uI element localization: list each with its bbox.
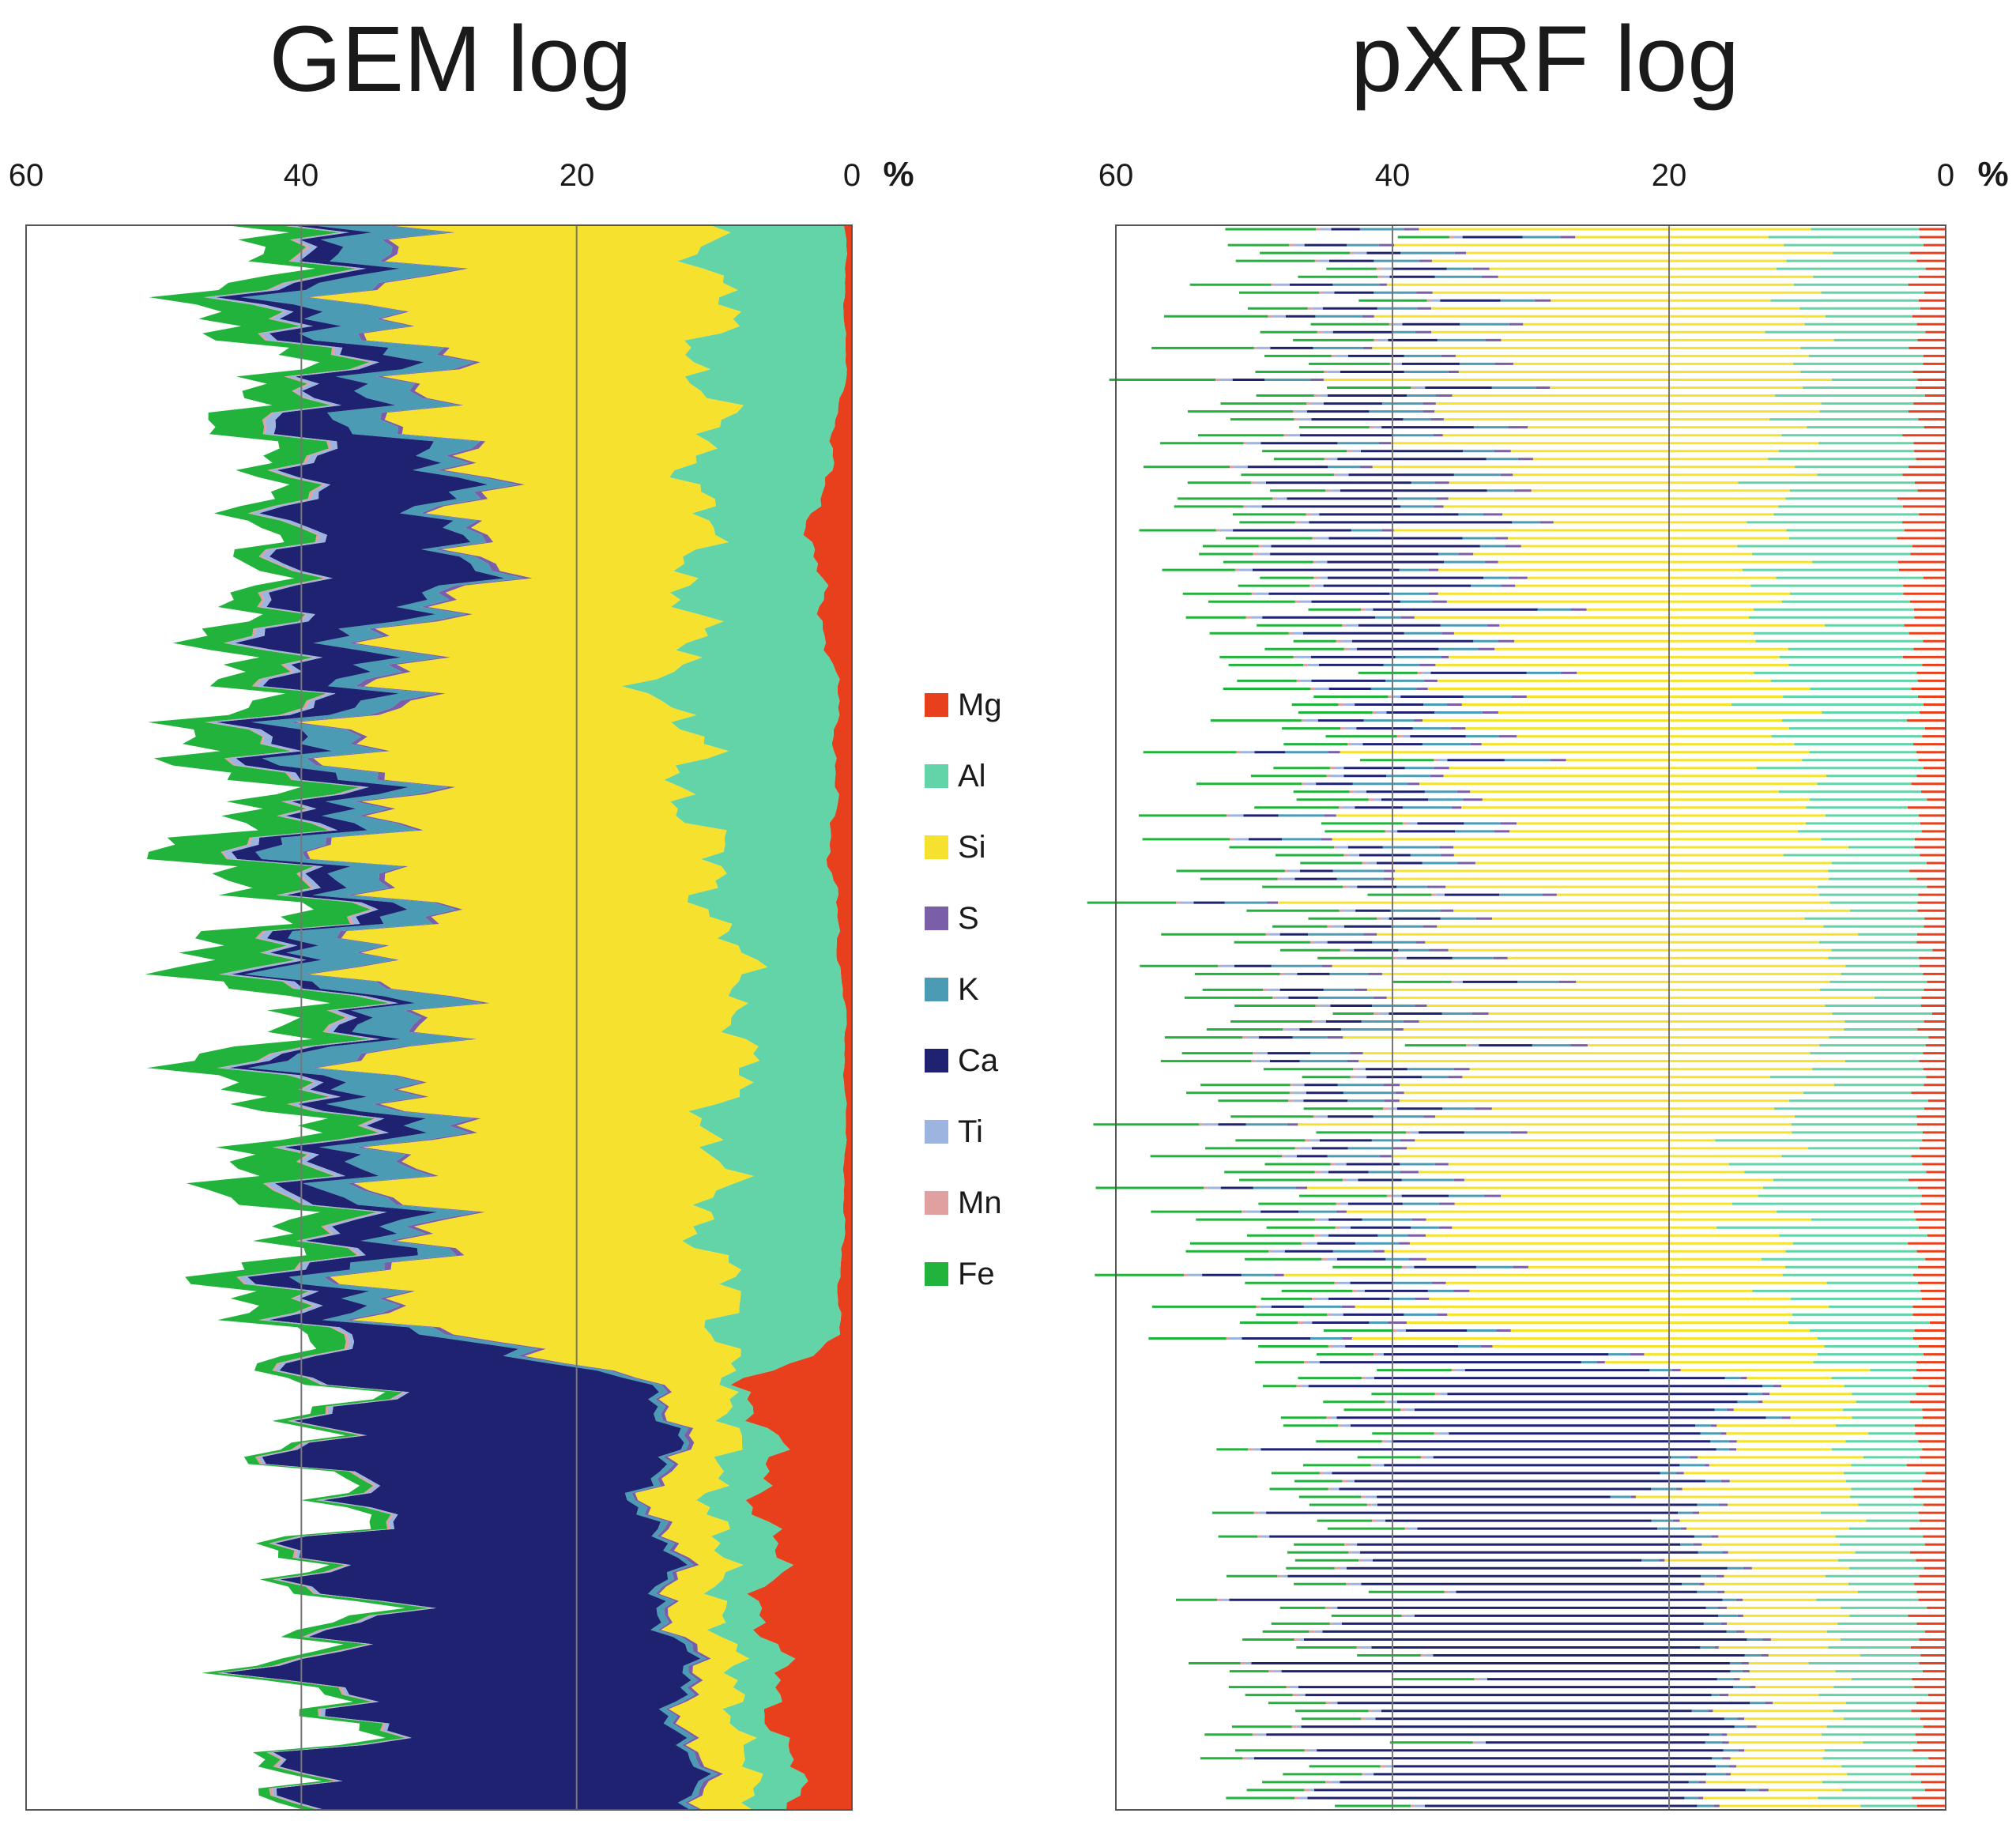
right-tick-label: 0 xyxy=(1937,158,1954,193)
legend-swatch-k xyxy=(925,978,948,1001)
left-tick-label: 0 xyxy=(843,158,861,193)
left-tick-label: 20 xyxy=(560,158,595,193)
legend-swatch-al xyxy=(925,764,948,788)
legend-label-k: K xyxy=(958,972,979,1007)
series-area-fe xyxy=(145,225,429,1810)
plot-border xyxy=(1115,224,1946,1811)
legend-label-s: S xyxy=(958,901,979,936)
right-chart-title: pXRF log xyxy=(1351,7,1739,111)
legend-swatch-mn xyxy=(925,1191,948,1215)
legend-swatch-ti xyxy=(925,1120,948,1144)
right-tick-label: 20 xyxy=(1652,158,1687,193)
legend-label-mn: Mn xyxy=(958,1186,1002,1220)
left-unit-label: % xyxy=(883,155,914,194)
gem-log-plot xyxy=(25,224,853,1811)
left-tick-label: 40 xyxy=(284,158,319,193)
legend: Mg Al Si S K Ca Ti Mn Fe xyxy=(925,688,1002,1291)
legend-swatch-mg xyxy=(925,693,948,717)
legend-label-ca: Ca xyxy=(958,1043,999,1078)
right-unit-label: % xyxy=(1977,155,2008,194)
pxrf-log-plot xyxy=(1087,224,1946,1811)
right-tick-label: 40 xyxy=(1375,158,1411,193)
legend-label-fe: Fe xyxy=(958,1257,995,1291)
series-area-mg xyxy=(730,225,852,1810)
right-tick-label: 60 xyxy=(1098,158,1134,193)
legend-swatch-si xyxy=(925,835,948,859)
plot-border xyxy=(25,224,853,1811)
legend-label-al: Al xyxy=(958,759,986,793)
left-tick-label: 60 xyxy=(9,158,44,193)
legend-label-mg: Mg xyxy=(958,688,1002,722)
series-area-al xyxy=(621,225,847,1810)
legend-swatch-s xyxy=(925,907,948,930)
series-area-ti xyxy=(205,225,437,1810)
legend-swatch-ca xyxy=(925,1049,948,1072)
plot-frame xyxy=(1115,224,1946,1811)
series-area-k xyxy=(240,225,718,1810)
legend-label-si: Si xyxy=(958,830,986,865)
legend-swatch-fe xyxy=(925,1262,948,1286)
legend-label-ti: Ti xyxy=(958,1114,983,1149)
left-chart-title: GEM log xyxy=(269,7,631,111)
series-area-si xyxy=(296,225,768,1810)
series-area-ca xyxy=(216,225,712,1810)
